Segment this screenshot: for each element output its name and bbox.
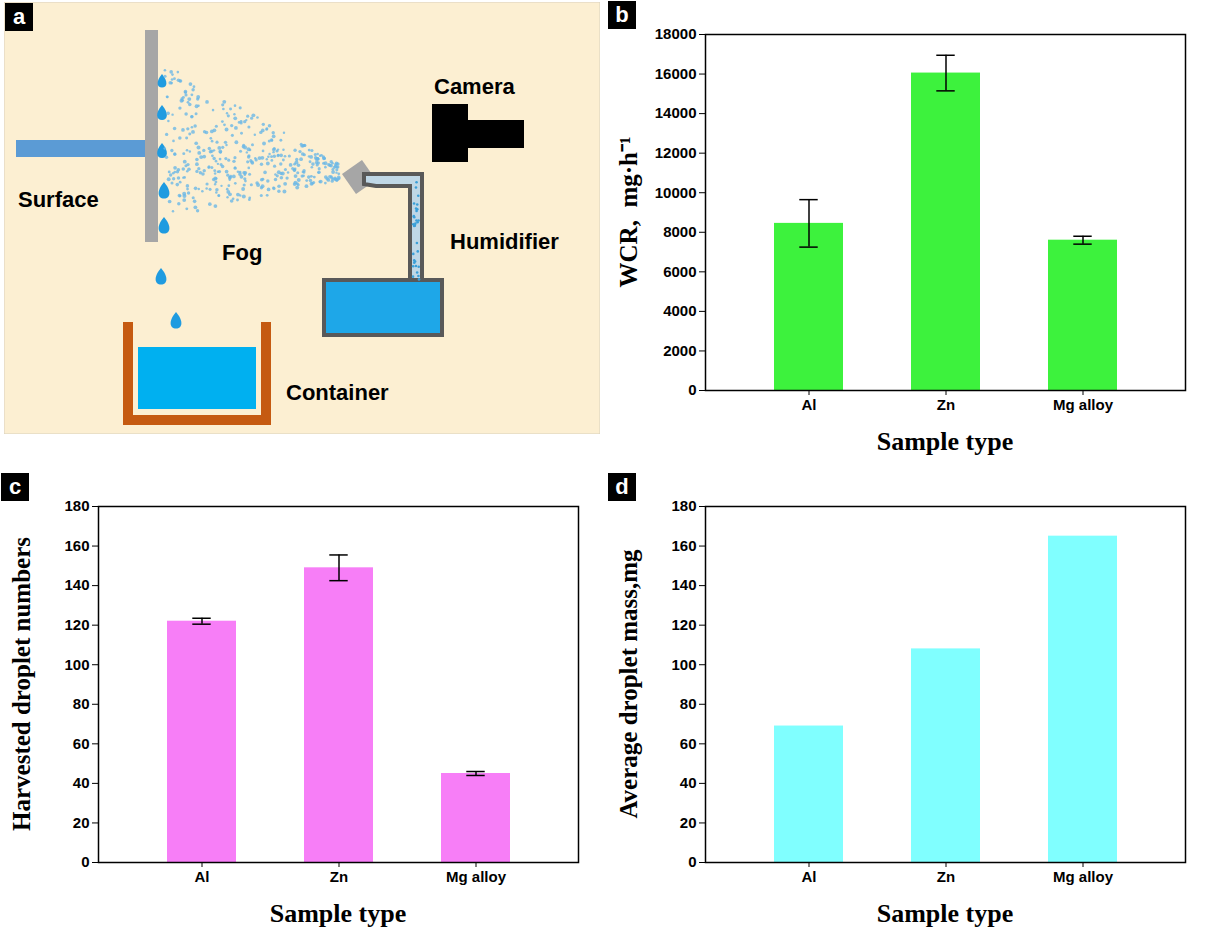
svg-text:80: 80 <box>73 695 90 712</box>
svg-text:Sample type: Sample type <box>877 899 1014 928</box>
svg-text:8000: 8000 <box>663 223 696 240</box>
svg-text:20: 20 <box>73 814 90 831</box>
svg-text:80: 80 <box>680 695 697 712</box>
svg-text:2000: 2000 <box>663 342 696 359</box>
svg-text:0: 0 <box>688 381 696 398</box>
svg-text:b: b <box>615 2 628 27</box>
svg-text:a: a <box>13 4 26 29</box>
svg-text:Sample type: Sample type <box>877 427 1014 456</box>
svg-text:40: 40 <box>680 774 697 791</box>
svg-text:100: 100 <box>671 656 696 673</box>
svg-text:0: 0 <box>688 853 696 870</box>
svg-text:Fog: Fog <box>222 240 262 265</box>
svg-text:d: d <box>615 474 628 499</box>
svg-text:Zn: Zn <box>937 868 955 885</box>
svg-text:Harvested droplet numbers: Harvested droplet numbers <box>8 537 35 831</box>
svg-text:Zn: Zn <box>330 868 348 885</box>
svg-text:120: 120 <box>671 616 696 633</box>
svg-text:c: c <box>9 474 21 499</box>
svg-text:Average droplet mass,mg: Average droplet mass,mg <box>615 549 642 819</box>
svg-text:12000: 12000 <box>655 144 697 161</box>
svg-text:20: 20 <box>680 814 697 831</box>
svg-text:14000: 14000 <box>655 104 697 121</box>
svg-text:Al: Al <box>195 868 210 885</box>
svg-text:Al: Al <box>802 868 817 885</box>
svg-text:Surface: Surface <box>18 187 99 212</box>
svg-text:Al: Al <box>802 396 817 413</box>
svg-text:Camera: Camera <box>434 74 515 99</box>
svg-text:6000: 6000 <box>663 263 696 280</box>
svg-text:100: 100 <box>64 656 89 673</box>
svg-text:140: 140 <box>64 576 89 593</box>
svg-text:Sample type: Sample type <box>270 899 407 928</box>
svg-text:18000: 18000 <box>655 25 697 42</box>
svg-text:0: 0 <box>81 853 89 870</box>
svg-text:140: 140 <box>671 576 696 593</box>
svg-text:60: 60 <box>73 735 90 752</box>
svg-text:4000: 4000 <box>663 302 696 319</box>
svg-text:16000: 16000 <box>655 65 697 82</box>
svg-text:180: 180 <box>64 497 89 514</box>
svg-text:WCR, mg·h⁻¹: WCR, mg·h⁻¹ <box>615 137 642 288</box>
svg-text:Mg alloy: Mg alloy <box>1053 396 1114 413</box>
svg-text:Container: Container <box>286 380 389 405</box>
svg-text:10000: 10000 <box>655 184 697 201</box>
svg-text:160: 160 <box>671 537 696 554</box>
svg-text:Mg alloy: Mg alloy <box>1053 868 1114 885</box>
svg-text:60: 60 <box>680 735 697 752</box>
svg-text:120: 120 <box>64 616 89 633</box>
svg-text:160: 160 <box>64 537 89 554</box>
svg-text:Mg alloy: Mg alloy <box>446 868 507 885</box>
svg-text:180: 180 <box>671 497 696 514</box>
svg-text:40: 40 <box>73 774 90 791</box>
svg-text:Zn: Zn <box>937 396 955 413</box>
svg-text:Humidifier: Humidifier <box>450 229 559 254</box>
